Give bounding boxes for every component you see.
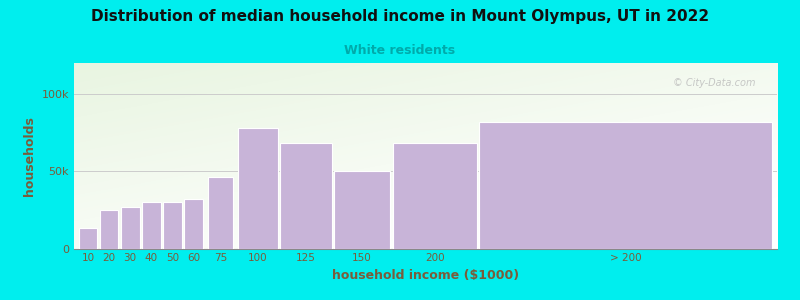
Bar	[163, 202, 182, 249]
Bar	[334, 171, 390, 249]
Bar	[280, 143, 332, 249]
Bar	[479, 122, 772, 249]
Bar	[184, 199, 203, 249]
Bar	[142, 202, 161, 249]
X-axis label: household income ($1000): household income ($1000)	[332, 269, 519, 282]
Bar	[393, 143, 477, 249]
Bar	[238, 128, 278, 249]
Text: © City-Data.com: © City-Data.com	[674, 78, 756, 88]
Bar	[121, 207, 139, 249]
Text: White residents: White residents	[345, 44, 455, 56]
Bar	[100, 210, 118, 249]
Bar	[78, 229, 98, 249]
Bar	[207, 177, 234, 249]
Y-axis label: households: households	[23, 116, 36, 196]
Text: Distribution of median household income in Mount Olympus, UT in 2022: Distribution of median household income …	[91, 9, 709, 24]
